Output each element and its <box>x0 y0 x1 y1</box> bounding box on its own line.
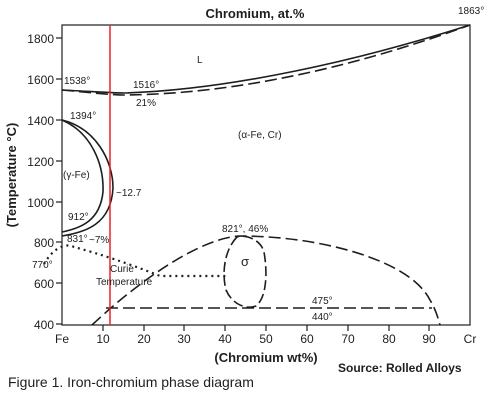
solidus-line <box>61 24 471 96</box>
x-tick-40: 40 <box>218 332 232 346</box>
label-1538: 1538° <box>64 76 90 87</box>
region-sigma: σ <box>241 254 249 269</box>
liquidus-line <box>61 24 471 94</box>
label-831: 831° <box>67 234 88 245</box>
curie-temperature-line <box>43 244 228 278</box>
x-tick-50: 50 <box>259 332 273 346</box>
phase-boundaries <box>61 24 471 326</box>
y-tick-1800: 1800 <box>27 32 54 46</box>
x-tick-90: 90 <box>422 332 436 346</box>
y-tick-1600: 1600 <box>27 73 54 87</box>
x-tick-20: 20 <box>137 332 151 346</box>
x-tick-fe: Fe <box>55 332 69 346</box>
y-tick-400: 400 <box>34 318 54 332</box>
y-ticks <box>56 37 62 325</box>
label-1394: 1394° <box>70 111 96 122</box>
y-tick-800: 800 <box>34 236 54 250</box>
x-tick-30: 30 <box>177 332 191 346</box>
x-tick-80: 80 <box>382 332 396 346</box>
label-912: 912° <box>68 212 89 223</box>
x-tick-60: 60 <box>300 332 314 346</box>
x-tick-70: 70 <box>341 332 355 346</box>
label-12-7: ~12.7 <box>116 188 142 199</box>
y-tick-1000: 1000 <box>27 196 54 210</box>
region-gamma: (γ-Fe) <box>63 170 90 181</box>
label-770: 770° <box>32 260 53 271</box>
gamma-loop-outer <box>61 119 114 237</box>
label-475: 475° <box>312 296 333 307</box>
figure-caption: Figure 1. Iron-chromium phase diagram <box>8 374 254 390</box>
y-axis-label: (Temperature °C) <box>4 123 19 228</box>
region-liquid: L <box>197 55 203 66</box>
curie-label-line2: Temperature <box>96 277 153 288</box>
sigma-region <box>223 235 267 308</box>
gamma-loop-inner <box>61 119 104 233</box>
label-21pct: 21% <box>136 98 156 109</box>
y-tick-600: 600 <box>34 277 54 291</box>
region-alpha: (α-Fe, Cr) <box>238 130 282 141</box>
y-tick-1200: 1200 <box>27 155 54 169</box>
label-1863: 1863° <box>458 6 484 17</box>
x-axis-label: (Chromium wt%) <box>214 350 317 365</box>
label-7pct: ~7% <box>89 235 109 246</box>
x-tick-10: 10 <box>96 332 110 346</box>
label-1516: 1516° <box>133 80 159 91</box>
curie-label-line1: Curie <box>110 264 134 275</box>
y-tick-1400: 1400 <box>27 114 54 128</box>
x-ticks <box>102 325 430 331</box>
sigma-dome <box>91 235 441 326</box>
source-credit: Source: Rolled Alloys <box>338 361 462 375</box>
x-tick-cr: Cr <box>464 332 477 346</box>
label-821: 821°, 46% <box>222 224 268 235</box>
top-title: Chromium, at.% <box>206 6 305 21</box>
label-440: 440° <box>312 312 333 323</box>
